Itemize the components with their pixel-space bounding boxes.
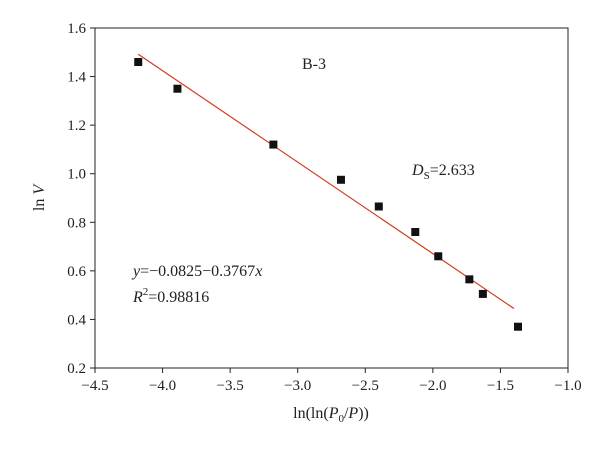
- data-point: [434, 252, 443, 261]
- data-point: [465, 275, 474, 284]
- y-tick-label: 1.4: [67, 70, 86, 86]
- x-tick-label: −4.5: [81, 378, 108, 394]
- plot-frame: [94, 27, 569, 369]
- y-tick-label: 1.0: [67, 167, 86, 183]
- x-tick-label: −2.5: [352, 378, 379, 394]
- axis-ticks: [90, 27, 569, 373]
- y-tick-label: 1.6: [67, 21, 86, 37]
- data-points: [134, 58, 522, 331]
- axis-tick-labels: −4.5 −4.0 −3.5 −3.0 −2.5 −2.0 −1.5 −1.0 0.2 0.4 0.…: [67, 21, 581, 394]
- y-tick-label: 0.2: [67, 361, 86, 377]
- data-point: [374, 202, 383, 211]
- regression-line: [137, 53, 515, 310]
- equation-annotation: y=−0.0825−0.3767x: [131, 263, 262, 280]
- sample-label: B-3: [302, 56, 326, 73]
- ds-annotation: DS=2.633: [411, 162, 475, 182]
- data-point: [478, 289, 487, 298]
- x-tick-label: −3.0: [284, 378, 311, 394]
- data-point: [336, 175, 345, 184]
- y-tick-label: 1.2: [67, 118, 86, 134]
- data-point: [173, 84, 182, 93]
- data-point: [269, 140, 278, 149]
- y-tick-label: 0.6: [67, 264, 86, 280]
- x-tick-label: −3.5: [217, 378, 244, 394]
- y-tick-label: 0.8: [67, 215, 86, 231]
- x-axis-title: ln(ln(P0/P)): [293, 405, 369, 425]
- y-axis-title: ln V: [31, 183, 48, 211]
- r2-annotation: R2=0.98816: [132, 286, 209, 306]
- x-tick-label: −2.0: [419, 378, 446, 394]
- y-tick-label: 0.4: [67, 312, 86, 328]
- data-point: [411, 228, 420, 236]
- x-tick-label: −4.0: [149, 378, 176, 394]
- data-point: [513, 322, 522, 331]
- data-point: [134, 58, 143, 66]
- x-tick-label: −1.0: [554, 378, 581, 394]
- x-tick-label: −1.5: [487, 378, 514, 394]
